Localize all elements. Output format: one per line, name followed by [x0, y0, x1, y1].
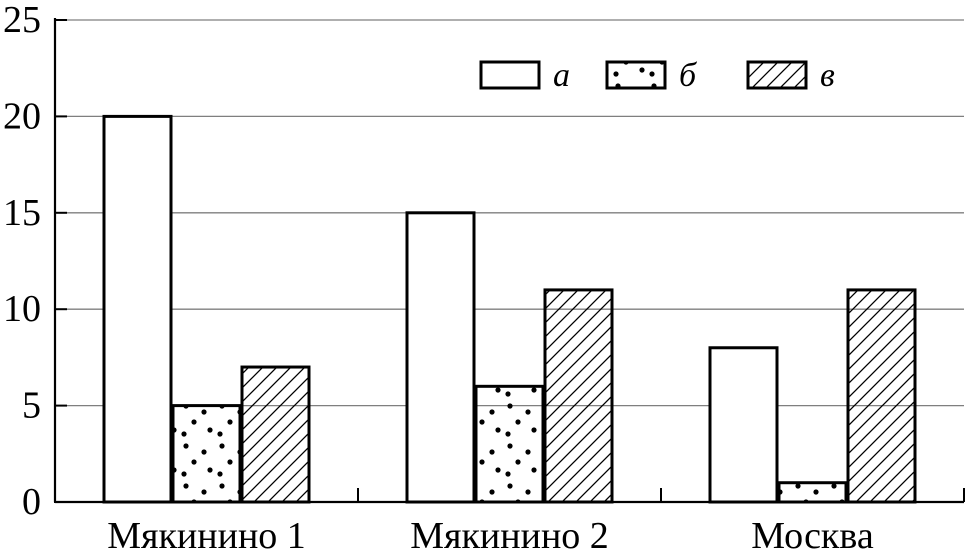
bar-hatch-2 [543, 288, 614, 504]
legend-label: б [679, 57, 698, 94]
bar-empty-1 [102, 114, 173, 504]
bars [102, 114, 917, 504]
legend-swatch-hatch [746, 60, 808, 90]
grid-lines [55, 19, 964, 407]
bar-hatch-3 [846, 288, 917, 504]
y-tick-label: 10 [3, 288, 41, 330]
y-tick-label: 20 [3, 95, 41, 137]
y-tick-label: 25 [3, 0, 41, 41]
legend-swatch-empty [479, 60, 541, 90]
axes: 0 5 10 15 20 25 Мякинино 1 Мякинино 2 Москва [3, 0, 965, 557]
bar-empty-3 [708, 346, 779, 504]
bar-dots-3 [777, 481, 848, 504]
x-category-label: Москва [751, 515, 874, 557]
legend-swatch-dots [605, 60, 667, 90]
legend-label: в [820, 57, 835, 94]
bar-hatch-1 [240, 365, 311, 504]
bar-empty-2 [405, 211, 476, 504]
bar-dots-2 [474, 384, 545, 504]
legend: а б в [479, 57, 835, 94]
x-category-label: Мякинино 1 [107, 515, 306, 557]
bar-dots-1 [171, 404, 242, 504]
y-tick-label: 15 [3, 192, 41, 234]
legend-label: а [553, 57, 570, 94]
y-tick-label: 5 [22, 385, 41, 427]
y-tick-label: 0 [22, 481, 41, 523]
x-category-label: Мякинино 2 [410, 515, 609, 557]
